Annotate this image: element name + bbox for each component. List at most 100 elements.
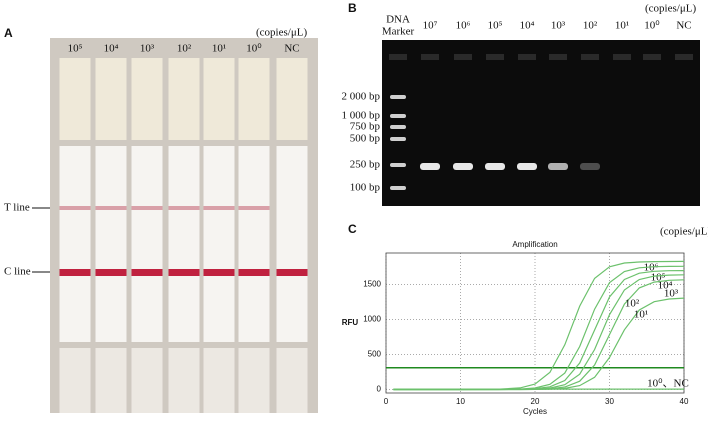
c-line-label: C line bbox=[4, 266, 31, 278]
lane-label: 10⁷ bbox=[423, 20, 438, 32]
t-line-label: T line bbox=[4, 202, 30, 214]
marker-label: DNA bbox=[386, 14, 410, 26]
t-band bbox=[168, 206, 200, 210]
size-label: 1 000 bp bbox=[342, 110, 381, 122]
plot-frame bbox=[385, 252, 685, 394]
curve-label: 10¹ bbox=[634, 309, 648, 321]
lane-label: 10⁵ bbox=[68, 43, 83, 55]
size-label: 100 bp bbox=[350, 182, 381, 194]
band bbox=[548, 163, 568, 170]
strips bbox=[59, 58, 308, 413]
size-label: 750 bp bbox=[350, 121, 381, 133]
strip-pad bbox=[238, 58, 270, 140]
well bbox=[613, 54, 631, 60]
strip-end bbox=[168, 348, 200, 413]
band bbox=[517, 163, 537, 170]
lane-label: 10⁴ bbox=[104, 43, 119, 55]
curve bbox=[393, 265, 685, 391]
curve-label: 10⁴ bbox=[658, 280, 673, 292]
size-label: 500 bp bbox=[350, 133, 381, 145]
panel-label: B bbox=[348, 1, 357, 15]
marker-band bbox=[390, 95, 406, 99]
marker-band bbox=[390, 114, 406, 118]
lane-label: 10³ bbox=[551, 20, 566, 32]
c-band bbox=[203, 269, 235, 276]
unit-label: (copies/μL) bbox=[256, 27, 307, 39]
lane-label: 10¹ bbox=[615, 20, 629, 32]
marker-band bbox=[390, 137, 406, 141]
t-band bbox=[203, 206, 235, 210]
strip-body bbox=[238, 146, 270, 342]
band bbox=[420, 163, 440, 170]
strip-pad bbox=[59, 58, 91, 140]
x-tick-label: 40 bbox=[680, 397, 689, 406]
t-band bbox=[131, 206, 163, 210]
c-band bbox=[59, 269, 91, 276]
y-axis-label: RFU bbox=[342, 318, 359, 327]
panel-label: A bbox=[4, 26, 13, 40]
well bbox=[549, 54, 567, 60]
lane-label: 10⁶ bbox=[456, 20, 471, 32]
x-tick-label: 20 bbox=[531, 397, 540, 406]
curve-label: 10⁰、NC bbox=[647, 378, 689, 390]
curve bbox=[393, 260, 685, 391]
lane-label: NC bbox=[284, 43, 299, 55]
lane-label: 10² bbox=[583, 20, 598, 32]
y-tick-label: 1500 bbox=[363, 280, 381, 289]
curve-label: 10² bbox=[625, 298, 640, 310]
lane-label: NC bbox=[676, 20, 691, 32]
strip-body bbox=[168, 146, 200, 342]
unit-label: (copies/μL) bbox=[660, 226, 708, 238]
c-band bbox=[238, 269, 270, 276]
strip-end bbox=[59, 348, 91, 413]
marker-band bbox=[390, 186, 406, 190]
gel-lanes bbox=[389, 54, 693, 190]
band bbox=[580, 163, 600, 170]
x-axis-label: Cycles bbox=[523, 407, 547, 416]
marker-label: Marker bbox=[382, 26, 415, 38]
curve bbox=[393, 279, 685, 391]
c-band bbox=[276, 269, 308, 276]
marker-band bbox=[390, 163, 406, 167]
well bbox=[581, 54, 599, 60]
marker-band bbox=[390, 125, 406, 129]
curve bbox=[393, 270, 685, 391]
strip-body bbox=[95, 146, 127, 342]
strip-end bbox=[276, 348, 308, 413]
strip-end bbox=[131, 348, 163, 413]
strip-end bbox=[203, 348, 235, 413]
lane-label: 10¹ bbox=[212, 43, 226, 55]
strip-pad bbox=[168, 58, 200, 140]
lane-label: 10⁰ bbox=[246, 43, 262, 55]
t-band bbox=[95, 206, 127, 210]
lane-label: 10⁵ bbox=[488, 20, 503, 32]
strip-body bbox=[131, 146, 163, 342]
c-band bbox=[168, 269, 200, 276]
strip-pad bbox=[95, 58, 127, 140]
x-tick-label: 30 bbox=[605, 397, 614, 406]
strip-body bbox=[276, 146, 308, 342]
t-band bbox=[59, 206, 91, 210]
well bbox=[454, 54, 472, 60]
size-label: 250 bp bbox=[350, 159, 381, 171]
gel bbox=[382, 40, 700, 206]
lane-label: 10⁰ bbox=[644, 20, 660, 32]
y-tick-label: 500 bbox=[368, 350, 382, 359]
unit-label: (copies/μL) bbox=[645, 3, 696, 15]
well bbox=[518, 54, 536, 60]
strip-end bbox=[238, 348, 270, 413]
band bbox=[485, 163, 505, 170]
strip-end bbox=[95, 348, 127, 413]
y-tick-label: 1000 bbox=[363, 315, 381, 324]
lane-label: 10⁴ bbox=[520, 20, 535, 32]
well bbox=[486, 54, 504, 60]
well bbox=[643, 54, 661, 60]
band bbox=[453, 163, 473, 170]
amplification-chart: Amplification Cycles RFU 0 10 20 30 40 0 500 1000 1… bbox=[342, 240, 689, 416]
t-band bbox=[238, 206, 270, 210]
lane-label: 10³ bbox=[140, 43, 155, 55]
strip-body bbox=[203, 146, 235, 342]
x-tick-label: 10 bbox=[456, 397, 465, 406]
